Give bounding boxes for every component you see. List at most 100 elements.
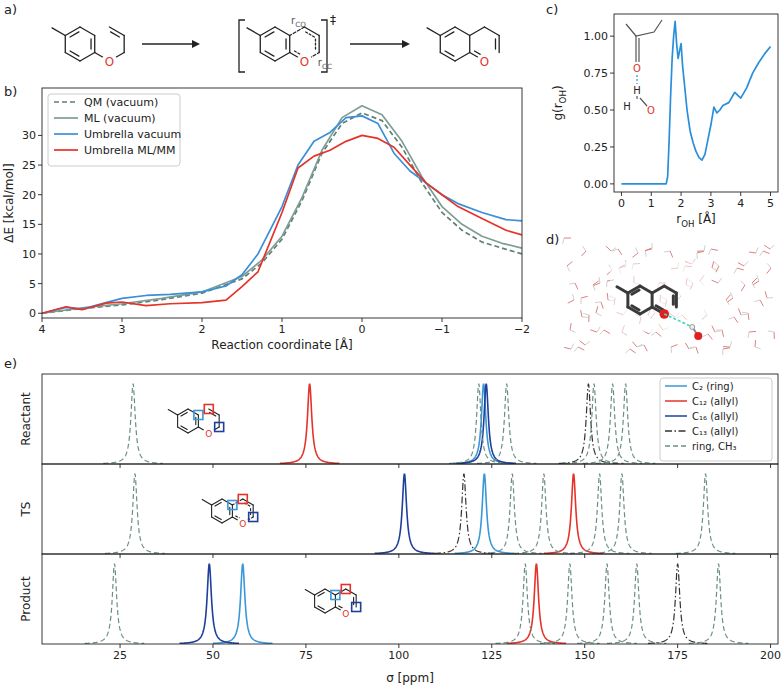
y-axis-label: ΔE [kcal/mol] xyxy=(2,163,16,243)
bond xyxy=(212,517,222,523)
line-chart: 43210−1−2051015202530Reaction coordinate… xyxy=(2,88,530,352)
water-stick xyxy=(645,248,651,251)
bond xyxy=(215,502,221,506)
water-hydrogen xyxy=(690,325,695,330)
peak xyxy=(676,474,735,554)
water-stick xyxy=(722,349,723,355)
subscript: CO xyxy=(295,20,306,29)
legend-swatch xyxy=(54,101,78,103)
water-stick xyxy=(716,266,719,272)
subscript: OH xyxy=(681,219,694,229)
marker-square xyxy=(249,513,258,522)
plot-frame xyxy=(614,14,778,192)
peaks xyxy=(103,384,655,464)
x-tick xyxy=(212,644,213,648)
bond xyxy=(455,53,470,62)
x-tick-label: 100 xyxy=(388,649,409,662)
bond xyxy=(315,607,325,613)
x-tick xyxy=(491,464,492,468)
x-tick-label: 150 xyxy=(574,649,595,662)
x-tick-label: 3 xyxy=(707,197,714,210)
water-stick xyxy=(581,298,582,304)
water-stick xyxy=(715,331,721,332)
bond xyxy=(315,589,325,595)
text-part: g(r xyxy=(551,103,565,120)
water-stick xyxy=(697,253,698,259)
x-tick xyxy=(770,554,771,558)
marker-square xyxy=(352,603,361,612)
bond xyxy=(632,306,639,310)
peak xyxy=(477,384,536,464)
marker-square xyxy=(331,591,340,600)
y-tick-label: 10 xyxy=(22,248,36,261)
bond xyxy=(445,32,454,37)
legend-label: QM (vacuum) xyxy=(84,96,158,109)
water-stick xyxy=(630,349,636,353)
y-tick xyxy=(610,110,614,111)
y-axis-label: Product xyxy=(19,576,33,622)
bond xyxy=(260,36,261,53)
water-stick xyxy=(709,249,711,254)
water-stick xyxy=(575,283,578,289)
water-stick xyxy=(734,317,738,323)
bond xyxy=(178,427,188,433)
x-tick xyxy=(677,554,678,558)
x-tick xyxy=(584,644,585,648)
x-tick-label: 0 xyxy=(618,197,625,210)
y-tick xyxy=(38,224,42,225)
bond xyxy=(80,53,95,62)
water-stick xyxy=(722,330,724,337)
atom-bg xyxy=(237,517,249,529)
series-line xyxy=(621,21,770,183)
water-stick xyxy=(708,334,712,339)
water-stick xyxy=(755,340,757,347)
peak xyxy=(495,564,554,644)
ts-mark: ‡ xyxy=(330,13,336,27)
x-tick-label: 2 xyxy=(199,323,206,336)
x-tick-label: 5 xyxy=(767,197,774,210)
bond xyxy=(632,290,639,294)
peak xyxy=(592,474,651,554)
water-stick xyxy=(716,329,722,330)
y-axis-label: g(rOH) xyxy=(551,85,568,120)
bond xyxy=(306,32,315,37)
water-stick xyxy=(753,281,759,285)
inset-molecule: O xyxy=(202,495,257,530)
bond xyxy=(275,53,290,62)
arrow-shaft xyxy=(350,43,404,44)
bond xyxy=(640,286,652,293)
x-tick xyxy=(740,192,741,196)
y-tick-label: 0.00 xyxy=(584,178,609,191)
x-tick xyxy=(120,464,121,468)
atom-label: O xyxy=(633,63,641,74)
water-stick xyxy=(744,262,748,266)
x-tick xyxy=(398,644,399,648)
x-tick-label: 1 xyxy=(279,323,286,336)
y-tick xyxy=(38,313,42,314)
x-tick xyxy=(42,318,43,322)
water-stick xyxy=(582,317,588,318)
legend-label: C₂ (ring) xyxy=(692,381,734,392)
reaction-scheme: OOO‡rCOrCC xyxy=(52,13,499,72)
y-tick-label: 25 xyxy=(22,159,36,172)
y-tick-label: 0.75 xyxy=(584,67,609,80)
x-tick-label: 25 xyxy=(113,649,127,662)
water-stick xyxy=(607,293,609,300)
water-stick xyxy=(703,334,708,337)
bond xyxy=(275,27,290,36)
x-tick xyxy=(677,464,678,468)
water-stick xyxy=(749,252,756,254)
water-stick xyxy=(767,268,771,274)
bond xyxy=(195,417,196,424)
water-stick xyxy=(670,251,673,257)
peak xyxy=(456,384,515,464)
y-tick-label: 0.50 xyxy=(584,104,609,117)
bond xyxy=(626,293,629,307)
water-stick xyxy=(767,297,773,298)
bond xyxy=(672,296,675,304)
x-tick xyxy=(584,464,585,468)
water-stick xyxy=(763,251,770,254)
data-lines xyxy=(621,21,770,183)
bond xyxy=(178,409,188,415)
water-oxygen xyxy=(694,332,702,340)
